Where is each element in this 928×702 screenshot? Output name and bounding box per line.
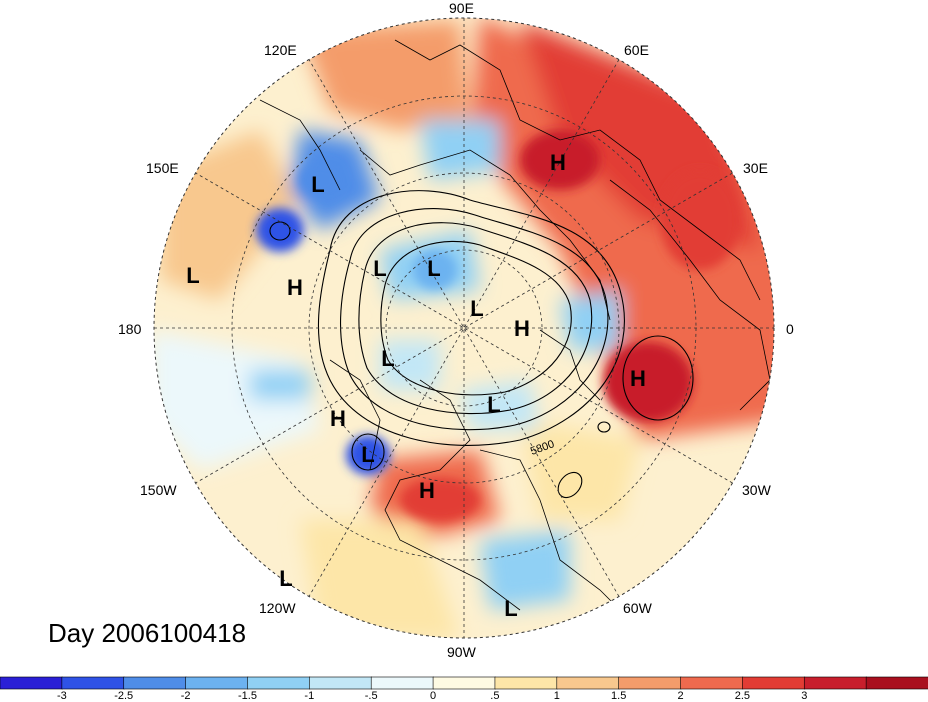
- colorbar-tick-label: 3: [801, 690, 808, 702]
- lon-label-120w: 120W: [259, 600, 296, 616]
- lon-label-30w: 30W: [742, 482, 771, 498]
- colorbar-tick-label: 0: [430, 690, 437, 702]
- colorbar-swatch: [0, 676, 63, 690]
- colorbar-tick-label: -3: [57, 690, 67, 702]
- pressure-labels: H L L L H L L L H L H L H H H L L: [186, 150, 646, 621]
- graticule: [154, 18, 774, 638]
- low-label: L: [487, 392, 500, 417]
- lon-label-150e: 150E: [146, 160, 179, 176]
- coastlines: [259, 39, 771, 611]
- colorbar-swatch: [803, 676, 867, 690]
- colorbar-swatch: [494, 676, 558, 690]
- map-boundary: [153, 17, 775, 639]
- colorbar-tick-label: 2.5: [734, 690, 751, 702]
- lon-label-90e: 90E: [449, 0, 474, 16]
- low-label: L: [470, 296, 483, 321]
- colorbar-tick-label: -.5: [364, 690, 378, 702]
- lon-label-180: 180: [118, 321, 142, 337]
- high-label: H: [419, 478, 435, 503]
- high-label: H: [630, 366, 646, 391]
- colorbar-tick-label: 2: [677, 690, 684, 702]
- low-label: L: [279, 566, 292, 591]
- low-label: L: [186, 263, 199, 288]
- low-label: L: [427, 256, 440, 281]
- colorbar-swatch: [556, 676, 620, 690]
- colorbar-tick-label: -1.5: [238, 690, 257, 702]
- low-label: L: [361, 442, 374, 467]
- low-label: L: [373, 256, 386, 281]
- colorbar-swatch: [618, 676, 682, 690]
- colorbar: [0, 676, 928, 690]
- colorbar-tick-label: 1.5: [611, 690, 627, 702]
- high-label: H: [287, 275, 303, 300]
- high-label: H: [514, 316, 530, 341]
- colorbar-tick-label: -1: [304, 690, 315, 702]
- polar-map: 5800 H L L L H L L L H L H L H H H L L: [153, 17, 775, 639]
- lon-label-60w: 60W: [623, 600, 652, 616]
- low-label: L: [381, 346, 394, 371]
- height-contours: [269, 190, 694, 499]
- lon-label-60e: 60E: [624, 42, 649, 58]
- lon-label-90w: 90W: [447, 644, 476, 660]
- colorbar-swatch: [247, 676, 311, 690]
- colorbar-swatch: [742, 676, 806, 690]
- lon-label-150w: 150W: [140, 482, 177, 498]
- colorbar-swatch: [309, 676, 372, 690]
- colorbar-tick-label: 1: [553, 690, 560, 702]
- low-label: L: [311, 172, 324, 197]
- anomaly-field: [154, 18, 774, 638]
- colorbar-swatch: [61, 676, 125, 690]
- colorbar-swatch: [185, 676, 249, 690]
- colorbar-swatch: [432, 676, 496, 690]
- colorbar-swatch: [370, 676, 434, 690]
- colorbar-tick-label: .5: [490, 690, 500, 702]
- lon-label-0: 0: [786, 321, 794, 337]
- colorbar-tick-label: -2.5: [114, 690, 134, 702]
- colorbar-tick-label: -2: [180, 690, 191, 702]
- colorbar-swatch: [865, 676, 928, 690]
- colorbar-swatch: [680, 676, 744, 690]
- low-label: L: [504, 596, 517, 621]
- lon-label-120e: 120E: [264, 42, 297, 58]
- high-label: H: [550, 150, 566, 175]
- lon-label-30e: 30E: [743, 160, 768, 176]
- day-label: Day 2006100418: [48, 618, 247, 648]
- high-label: H: [330, 406, 346, 431]
- colorbar-swatch: [123, 676, 187, 690]
